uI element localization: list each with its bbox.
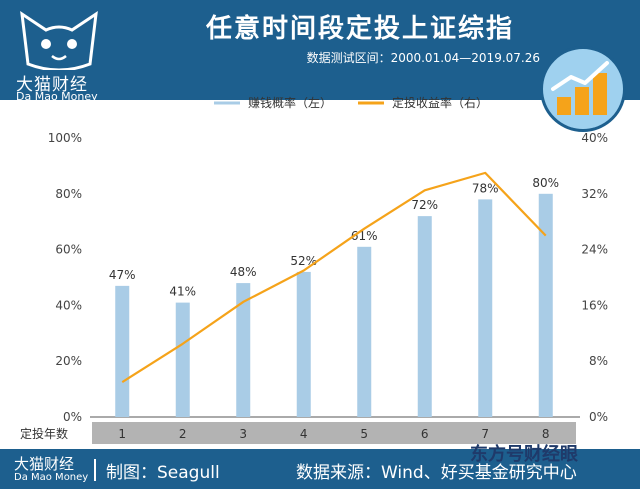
- bar-value-label: 72%: [411, 198, 438, 212]
- x-tick-label: 7: [481, 427, 489, 441]
- x-tick-label: 6: [421, 427, 429, 441]
- x-axis-title: 定投年数: [20, 426, 68, 441]
- brand-name-cn: 大猫财经: [16, 75, 88, 95]
- bar-value-label: 52%: [290, 254, 317, 268]
- bar-series: [115, 193, 553, 417]
- legend-bar-label: 赚钱概率（左）: [248, 95, 332, 110]
- x-tick-label: 3: [239, 427, 247, 441]
- x-axis-ticks: 1 2 3 4 5 6 7 8: [118, 427, 549, 441]
- legend: 赚钱概率（左） 定投收益率（右）: [214, 95, 488, 110]
- line-series: [121, 171, 547, 384]
- x-tick-label: 4: [300, 427, 308, 441]
- footer-brand-en: Da Mao Money: [14, 472, 89, 483]
- bar: [538, 193, 553, 417]
- bar: [296, 271, 311, 417]
- left-tick-label: 100%: [48, 131, 82, 145]
- left-axis-ticks: 0% 20% 40% 60% 80% 100%: [48, 131, 82, 424]
- x-tick-label: 2: [179, 427, 187, 441]
- brand-name-en: Da Mao Money: [16, 90, 98, 103]
- bar: [357, 246, 372, 417]
- bar-value-label: 41%: [169, 285, 196, 299]
- brand-logo: 大猫财经 Da Mao Money: [14, 8, 114, 103]
- right-tick-label: 32%: [581, 187, 608, 201]
- chart-title: 任意时间段定投上证综指: [205, 14, 514, 44]
- footer-brand-cn: 大猫财经: [14, 455, 75, 473]
- bar: [115, 285, 130, 417]
- right-tick-label: 0%: [589, 410, 608, 424]
- footer-divider: [94, 459, 96, 481]
- header-banner: 大猫财经 Da Mao Money 任意时间段定投上证综指 数据测试区间：200…: [0, 0, 640, 103]
- bar: [478, 199, 493, 417]
- bar-value-label: 47%: [109, 268, 136, 282]
- right-tick-label: 8%: [589, 354, 608, 368]
- footer-source: 数据来源：Wind、好买基金研究中心: [296, 463, 577, 483]
- bar: [236, 283, 251, 417]
- footer-maker: 制图：Seagull: [106, 463, 220, 483]
- right-tick-label: 16%: [581, 298, 608, 312]
- legend-line-label: 定投收益率（右）: [392, 95, 488, 110]
- left-tick-label: 40%: [55, 298, 82, 312]
- left-tick-label: 0%: [63, 410, 82, 424]
- x-tick-label: 5: [360, 427, 368, 441]
- cat-face-icon: [20, 10, 98, 72]
- line-path: [121, 171, 547, 384]
- left-tick-label: 20%: [55, 354, 82, 368]
- bar: [417, 216, 432, 417]
- rising-bars-icon: [540, 46, 626, 132]
- bar-value-label: 78%: [472, 181, 499, 195]
- right-tick-label: 24%: [581, 243, 608, 257]
- left-tick-label: 80%: [55, 187, 82, 201]
- bar: [175, 302, 190, 417]
- x-tick-label: 1: [118, 427, 126, 441]
- x-axis-strip: [92, 422, 576, 444]
- right-tick-label: 40%: [581, 131, 608, 145]
- bar-value-label: 80%: [532, 176, 559, 190]
- left-tick-label: 60%: [55, 243, 82, 257]
- data-period-text: 数据测试区间：2000.01.04—2019.07.26: [306, 51, 540, 65]
- x-tick-label: 8: [542, 427, 550, 441]
- right-axis-ticks: 0% 8% 16% 24% 32% 40%: [581, 131, 608, 424]
- watermark: 东方号财经眼: [470, 444, 578, 465]
- rising-bars-graphic: [551, 61, 609, 115]
- bar-data-labels: 47%41%48%52%61%72%78% 80%: [109, 176, 559, 299]
- footer-bar: 大猫财经 Da Mao Money 制图：Seagull 数据来源：Wind、好…: [0, 449, 640, 489]
- bar-value-label: 48%: [230, 265, 257, 279]
- chart-area: 赚钱概率（左） 定投收益率（右） 定投年数 0%20%40%60%80%100%…: [20, 95, 608, 444]
- data-period: 数据测试区间：2000.01.04—2019.07.26: [270, 49, 540, 66]
